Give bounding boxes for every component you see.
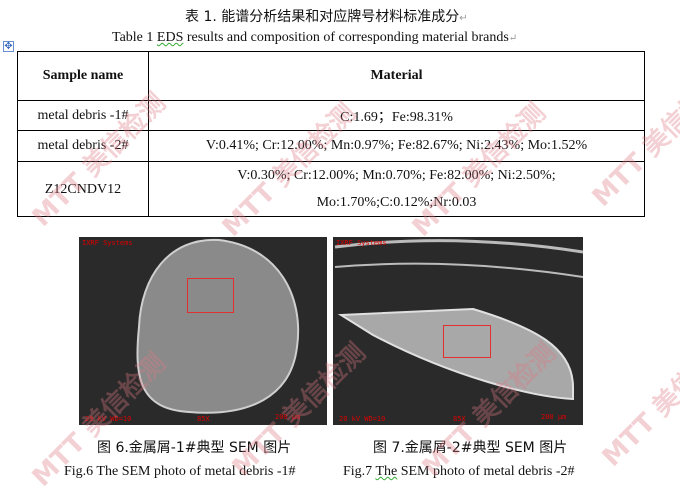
table-title-en: Table 1 EDS results and composition of c… — [112, 30, 518, 45]
eds-table: Sample name Material metal debris -1# C:… — [17, 51, 645, 217]
analysis-region-box — [187, 278, 234, 313]
header-material: Material — [148, 51, 645, 101]
table-header-row: Sample name Material — [17, 51, 645, 101]
cell-sample-name: metal debris -2# — [17, 130, 149, 162]
cell-material: V:0.30%; Cr:12.00%; Mn:0.70%; Fe:82.00%;… — [148, 161, 645, 217]
watermark: MTT 美信检测 — [596, 327, 680, 473]
figure-7-caption-en: Fig.7 The SEM photo of metal debris -2# — [343, 464, 575, 479]
cell-material: C:1.69；Fe:98.31% — [148, 100, 645, 131]
table-row: metal debris -2# V:0.41%; Cr:12.00%; Mn:… — [17, 130, 645, 162]
figure-6-caption-cn: 图 6.金属屑-1#典型 SEM 图片 — [97, 440, 292, 456]
cell-material: V:0.41%; Cr:12.00%; Mn:0.97%; Fe:82.67%;… — [148, 130, 645, 162]
sem-particle-1 — [136, 238, 300, 414]
table-row: Z12CNDV12 V:0.30%; Cr:12.00%; Mn:0.70%; … — [17, 161, 645, 217]
table-row: metal debris -1# C:1.69；Fe:98.31% — [17, 100, 645, 131]
sem-image-1: IXRF Systems 20 kV WD=10 85X 200 μm — [79, 237, 327, 425]
cell-sample-name: Z12CNDV12 — [17, 161, 149, 217]
figure-7-caption-cn: 图 7.金属屑-2#典型 SEM 图片 — [373, 440, 568, 456]
header-sample-name: Sample name — [17, 51, 149, 101]
sem-image-2: IXRF Systems 20 kV WD=10 85X 200 μm — [333, 237, 583, 425]
cell-sample-name: metal debris -1# — [17, 100, 149, 131]
analysis-region-box — [443, 325, 491, 358]
figure-6-caption-en: Fig.6 The SEM photo of metal debris -1# — [64, 464, 296, 479]
sem-particle-2 — [334, 239, 583, 401]
table-move-handle[interactable]: ✥ — [3, 41, 14, 52]
table-title-cn: 表 1. 能谱分析结果和对应牌号材料标准成分↵ — [185, 9, 468, 25]
